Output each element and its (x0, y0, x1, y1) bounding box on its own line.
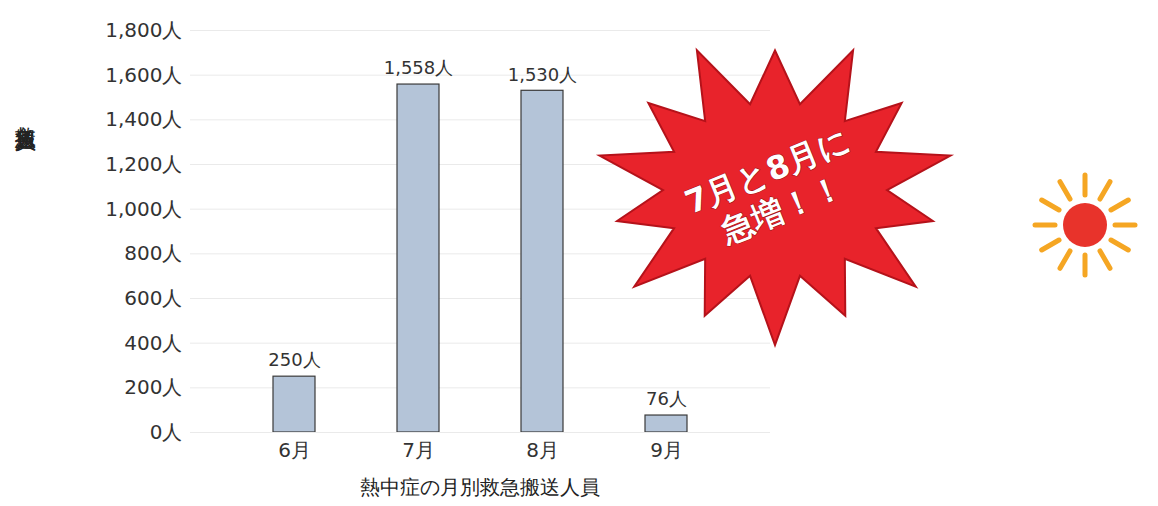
svg-text:1,600人: 1,600人 (105, 63, 182, 87)
svg-text:8月: 8月 (526, 438, 559, 462)
svg-text:1,200人: 1,200人 (105, 152, 182, 176)
svg-text:6月: 6月 (278, 438, 311, 462)
svg-text:7月: 7月 (402, 438, 435, 462)
svg-text:76人: 76人 (646, 388, 687, 409)
html-text:救急搬送人員: 救急搬送人員 (14, 110, 38, 116)
svg-text:1,530人: 1,530人 (508, 64, 578, 85)
svg-text:600人: 600人 (124, 286, 182, 310)
svg-text:250人: 250人 (268, 349, 320, 370)
svg-text:7月と8月に急増！！: 7月と8月に急増！！ (679, 121, 870, 259)
svg-text:1,000人: 1,000人 (105, 197, 182, 221)
html-text:熱中症の月別救急搬送人員: 熱中症の月別救急搬送人員 (360, 475, 600, 499)
svg-text:1,558人: 1,558人 (384, 57, 454, 78)
svg-text:9月: 9月 (650, 438, 683, 462)
svg-text:0人: 0人 (150, 420, 183, 444)
svg-text:400人: 400人 (124, 331, 182, 355)
svg-text:200人: 200人 (124, 375, 182, 399)
svg-text:800人: 800人 (124, 241, 182, 265)
svg-text:1,800人: 1,800人 (105, 18, 182, 42)
svg-text:1,400人: 1,400人 (105, 107, 182, 131)
